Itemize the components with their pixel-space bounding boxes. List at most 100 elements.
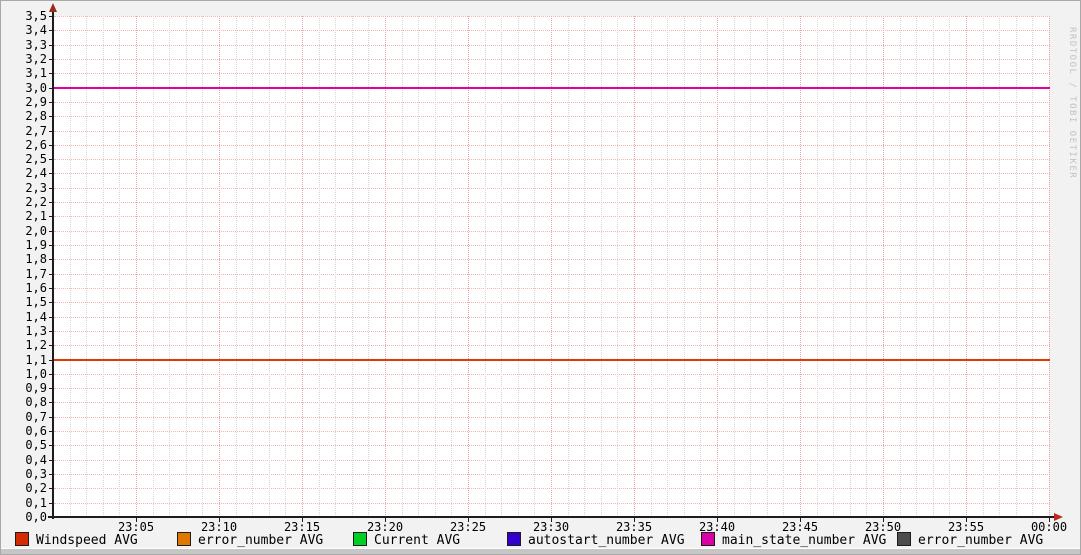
y-axis-tick: [49, 302, 54, 304]
y-gridline: [54, 388, 1050, 390]
y-axis-tick: [49, 159, 54, 161]
y-axis-tick: [49, 245, 54, 247]
x-gridline-major: [966, 16, 967, 517]
y-axis-label: 2,6: [25, 137, 47, 152]
y-axis-label: 2,8: [25, 109, 47, 124]
x-gridline-major: [634, 16, 635, 517]
x-axis-tick: [219, 517, 220, 522]
x-axis-tick: [717, 517, 718, 522]
x-gridline-minor: [700, 16, 702, 517]
y-axis-label: 2,1: [25, 209, 47, 224]
x-axis-tick: [551, 517, 552, 522]
x-gridline-minor: [69, 16, 71, 517]
x-axis-tick: [468, 517, 469, 522]
x-axis-label: 23:35: [615, 520, 653, 534]
x-gridline-minor: [285, 16, 287, 517]
x-axis-label: 23:25: [449, 520, 487, 534]
y-axis-label: 0,8: [25, 395, 47, 410]
x-gridline-minor: [169, 16, 171, 517]
x-axis-label: 23:50: [864, 520, 902, 534]
data-line: [54, 358, 1050, 361]
x-axis-tick: [136, 517, 137, 522]
legend-item: error_number AVG: [177, 532, 323, 548]
y-axis-tick: [49, 373, 54, 375]
rrdtool-watermark: RRDTOOL / TOBI OETIKER: [1067, 27, 1077, 180]
y-gridline: [54, 488, 1050, 490]
y-axis-tick: [49, 388, 54, 390]
x-gridline-minor: [268, 16, 270, 517]
x-gridline-minor: [235, 16, 237, 517]
x-gridline-minor: [899, 16, 901, 517]
x-gridline-minor: [451, 16, 453, 517]
legend-item: error_number AVG: [897, 532, 1043, 548]
y-axis-label: 3,5: [25, 9, 47, 23]
legend-swatch-icon: [701, 532, 715, 546]
y-gridline: [54, 245, 1050, 247]
y-axis-label: 1,1: [25, 352, 47, 367]
y-axis-tick: [49, 101, 54, 103]
x-gridline-major: [302, 16, 303, 517]
y-axis-tick: [49, 30, 54, 32]
x-gridline-minor: [351, 16, 353, 517]
y-axis-label: 3,2: [25, 51, 47, 66]
x-axis-tick: [883, 517, 884, 522]
y-axis-tick: [49, 58, 54, 60]
x-gridline-minor: [750, 16, 752, 517]
y-axis-tick: [49, 445, 54, 447]
y-gridline: [54, 302, 1050, 304]
y-gridline: [54, 58, 1050, 60]
y-axis-tick: [49, 187, 54, 189]
y-axis-label: 0,5: [25, 438, 47, 453]
y-axis-tick: [49, 202, 54, 204]
x-axis-label: 23:10: [200, 520, 238, 534]
x-gridline-minor: [849, 16, 851, 517]
x-gridline-minor: [418, 16, 420, 517]
x-gridline-minor: [816, 16, 818, 517]
y-axis-tick: [49, 459, 54, 461]
legend-swatch-icon: [353, 532, 367, 546]
y-gridline: [54, 416, 1050, 418]
bottom-border-band: [1, 548, 1080, 554]
y-gridline: [54, 502, 1050, 504]
x-gridline-minor: [517, 16, 519, 517]
y-axis-label: 0,4: [25, 452, 47, 467]
x-gridline-minor: [368, 16, 370, 517]
x-axis-arrow-icon: [1054, 513, 1063, 521]
legend-item: Current AVG: [353, 532, 460, 548]
x-gridline-major: [717, 16, 718, 517]
legend-label: main_state_number AVG: [722, 533, 887, 548]
y-axis-label: 0,0: [25, 510, 47, 524]
x-axis-label: 23:30: [532, 520, 570, 534]
legend-item: main_state_number AVG: [701, 532, 886, 548]
x-gridline-minor: [102, 16, 104, 517]
y-gridline: [54, 73, 1050, 75]
y-axis-label: 3,3: [25, 37, 47, 52]
x-gridline-major: [136, 16, 137, 517]
y-axis-tick: [49, 416, 54, 418]
x-gridline-minor: [667, 16, 669, 517]
y-axis-label: 0,2: [25, 481, 47, 496]
y-axis-label: 1,9: [25, 238, 47, 253]
y-axis-label: 3,4: [25, 23, 47, 38]
y-axis-label: 1,5: [25, 295, 47, 310]
x-gridline-minor: [916, 16, 918, 517]
x-axis-label: 23:45: [781, 520, 819, 534]
y-axis-label: 1,0: [25, 366, 47, 381]
y-axis-tick: [49, 316, 54, 318]
y-axis-tick: [49, 402, 54, 404]
y-gridline: [54, 402, 1050, 404]
y-gridline: [54, 259, 1050, 261]
y-axis-tick: [49, 345, 54, 347]
legend-label: error_number AVG: [918, 533, 1044, 548]
legend-item: autostart_number AVG: [507, 532, 685, 548]
legend-label: Current AVG: [374, 533, 461, 548]
y-axis-label: 1,8: [25, 252, 47, 267]
y-gridline: [54, 330, 1050, 332]
x-axis-tick: [1049, 517, 1050, 522]
y-axis-tick: [49, 116, 54, 118]
x-gridline-minor: [202, 16, 204, 517]
y-axis-tick: [49, 144, 54, 146]
y-axis-tick: [49, 87, 54, 89]
y-axis-label: 1,7: [25, 266, 47, 281]
y-gridline: [54, 16, 1050, 17]
